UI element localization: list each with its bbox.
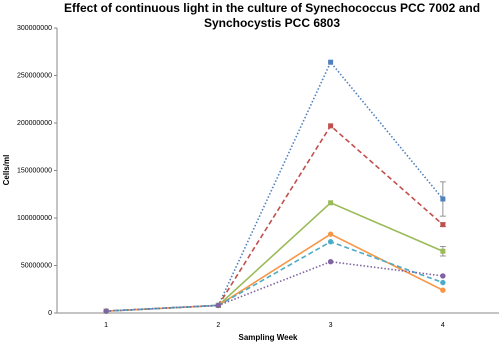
point <box>440 196 446 202</box>
series-line <box>106 260 443 312</box>
point <box>440 248 446 254</box>
point <box>103 308 109 314</box>
point <box>328 200 334 206</box>
series-line <box>106 233 444 312</box>
point <box>328 123 334 129</box>
point <box>327 239 334 245</box>
point <box>328 59 334 65</box>
y-tick-label: 200000000 <box>17 120 52 127</box>
chart-title: Synchocystis PCC 6803 <box>204 16 340 30</box>
y-tick-label: 250000000 <box>17 72 52 79</box>
point <box>215 302 222 309</box>
point <box>440 279 446 286</box>
x-tick-label: 4 <box>441 322 445 329</box>
point <box>440 287 446 293</box>
series-line <box>106 201 444 312</box>
x-tick-label: 2 <box>216 322 220 329</box>
y-tick-label: 150000000 <box>17 167 52 174</box>
y-axis-label: Cells/ml <box>2 155 11 186</box>
point <box>440 273 446 279</box>
point <box>440 222 446 228</box>
x-tick-label: 3 <box>329 322 333 329</box>
y-tick-label: 100000000 <box>17 215 52 222</box>
x-tick-label: 1 <box>104 322 108 329</box>
y-tick-label: 0 <box>48 310 52 317</box>
point <box>327 259 334 265</box>
series-line <box>106 240 444 312</box>
chart-title: Effect of continuous light in the cultur… <box>64 1 480 15</box>
y-tick-label: 50000000 <box>21 262 52 269</box>
x-axis-label: Sampling Week <box>239 333 299 342</box>
y-tick-label: 300000000 <box>17 25 52 32</box>
point <box>327 231 334 237</box>
